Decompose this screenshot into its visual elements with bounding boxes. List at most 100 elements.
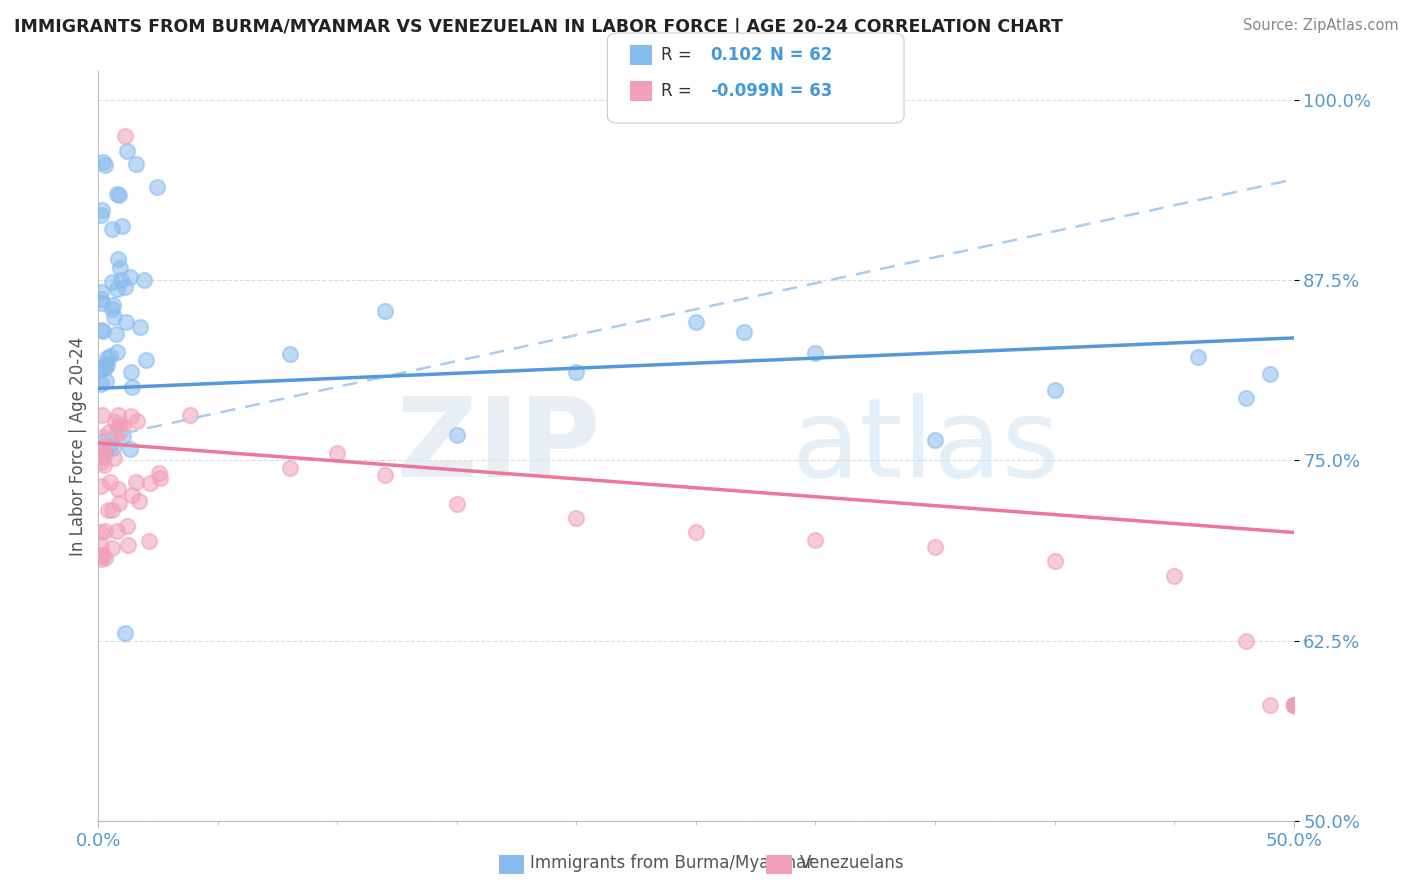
Point xyxy=(924,540,946,554)
Point xyxy=(110,419,132,434)
Point xyxy=(1282,698,1305,713)
Point xyxy=(120,365,142,379)
Point xyxy=(91,203,114,218)
Point xyxy=(105,524,128,538)
Text: atlas: atlas xyxy=(792,392,1060,500)
Point xyxy=(1258,698,1281,713)
Point xyxy=(128,320,150,334)
Point xyxy=(105,345,128,359)
Point xyxy=(565,511,588,525)
Point xyxy=(108,260,131,275)
Point xyxy=(110,273,132,287)
Point xyxy=(124,157,146,171)
Point xyxy=(94,158,117,172)
Point xyxy=(179,408,201,422)
Point xyxy=(125,414,148,428)
Point xyxy=(90,548,112,562)
Point xyxy=(1187,350,1209,364)
Point xyxy=(107,425,129,440)
Point xyxy=(125,475,148,490)
Point xyxy=(1234,633,1257,648)
Point xyxy=(90,209,112,223)
Point xyxy=(90,361,112,376)
Point xyxy=(120,409,142,424)
Point xyxy=(90,525,112,540)
Text: -0.099: -0.099 xyxy=(710,82,769,100)
Point xyxy=(1282,698,1305,713)
Point xyxy=(103,310,125,324)
Point xyxy=(121,380,143,394)
Point xyxy=(105,282,128,296)
Point xyxy=(1282,698,1305,713)
Point xyxy=(96,351,118,365)
Point xyxy=(278,460,301,475)
Point xyxy=(733,325,755,339)
Point xyxy=(105,187,128,202)
Point xyxy=(134,272,156,286)
Point xyxy=(104,415,127,429)
Text: Immigrants from Burma/Myanmar: Immigrants from Burma/Myanmar xyxy=(530,855,813,872)
Point xyxy=(91,441,114,455)
Point xyxy=(91,450,114,464)
Text: ZIP: ZIP xyxy=(396,392,600,500)
Point xyxy=(90,292,112,306)
Text: R =: R = xyxy=(661,46,692,64)
Point xyxy=(90,285,112,299)
Point xyxy=(924,433,946,447)
Point xyxy=(121,488,143,502)
Point xyxy=(91,408,114,422)
Point xyxy=(114,280,136,294)
Point xyxy=(107,418,129,433)
Text: N = 62: N = 62 xyxy=(770,46,832,64)
Point xyxy=(98,349,121,363)
Point xyxy=(101,541,124,555)
Point xyxy=(90,551,112,566)
Point xyxy=(94,357,117,371)
Point xyxy=(374,467,396,482)
Point xyxy=(91,154,114,169)
Point xyxy=(111,429,134,443)
Point xyxy=(804,346,827,360)
Point xyxy=(117,538,139,552)
Point xyxy=(107,252,129,266)
Point xyxy=(149,470,172,484)
Point xyxy=(565,365,588,379)
Y-axis label: In Labor Force | Age 20-24: In Labor Force | Age 20-24 xyxy=(69,336,87,556)
Point xyxy=(96,358,118,372)
Point xyxy=(1258,367,1281,381)
Point xyxy=(98,425,121,440)
Point xyxy=(90,538,112,552)
Point xyxy=(139,475,162,490)
Point xyxy=(91,324,114,338)
Point xyxy=(374,303,396,318)
Point xyxy=(148,466,170,480)
Point xyxy=(108,496,131,510)
Point xyxy=(107,187,129,202)
Point xyxy=(98,475,121,489)
Text: IMMIGRANTS FROM BURMA/MYANMAR VS VENEZUELAN IN LABOR FORCE | AGE 20-24 CORRELATI: IMMIGRANTS FROM BURMA/MYANMAR VS VENEZUE… xyxy=(14,18,1063,36)
Point xyxy=(94,374,117,388)
Point xyxy=(112,419,135,434)
Point xyxy=(115,518,138,533)
Point xyxy=(107,482,129,496)
Point xyxy=(97,503,120,517)
Point xyxy=(138,534,160,549)
Point xyxy=(128,493,150,508)
Point xyxy=(118,270,141,285)
Point xyxy=(91,434,114,448)
Point xyxy=(685,525,707,540)
Point xyxy=(90,377,112,392)
Point xyxy=(1043,554,1066,568)
Point xyxy=(90,362,112,376)
Point xyxy=(91,439,114,453)
Text: 0.102: 0.102 xyxy=(710,46,762,64)
Point xyxy=(111,219,134,234)
Point xyxy=(91,430,114,444)
Point xyxy=(100,302,122,317)
Point xyxy=(146,180,169,194)
Point xyxy=(105,425,128,439)
Text: N = 63: N = 63 xyxy=(770,82,832,100)
Text: R =: R = xyxy=(661,82,692,100)
Point xyxy=(101,298,124,312)
Point xyxy=(107,409,129,423)
